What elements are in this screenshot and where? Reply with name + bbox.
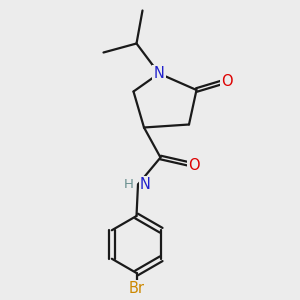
Text: N: N (154, 66, 164, 81)
Text: Br: Br (128, 281, 145, 296)
Text: O: O (188, 158, 199, 172)
Text: N: N (140, 177, 151, 192)
Text: O: O (221, 74, 232, 88)
Text: H: H (124, 178, 134, 191)
